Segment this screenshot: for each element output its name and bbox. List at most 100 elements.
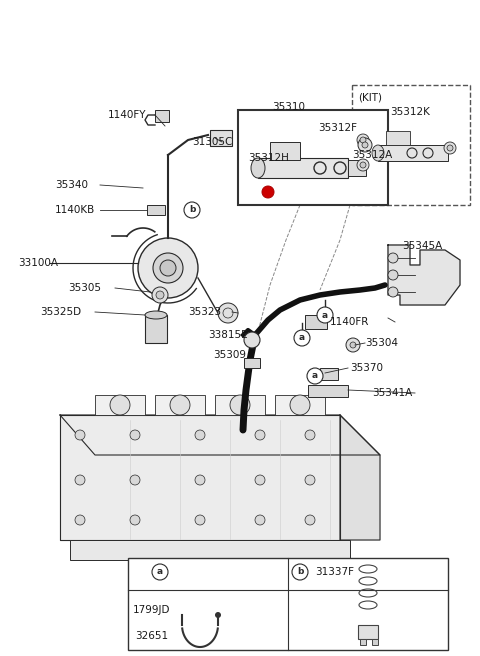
Circle shape — [444, 142, 456, 154]
Text: 35312K: 35312K — [390, 107, 430, 117]
Text: 1140KB: 1140KB — [55, 205, 95, 215]
Text: a: a — [312, 371, 318, 380]
Circle shape — [317, 307, 333, 323]
Circle shape — [215, 612, 221, 618]
Circle shape — [138, 238, 198, 298]
Circle shape — [184, 202, 200, 218]
Polygon shape — [340, 415, 380, 540]
Bar — [145, 315, 167, 343]
Bar — [215, 395, 265, 415]
Bar — [258, 158, 348, 178]
Bar — [348, 160, 366, 176]
Text: 35345A: 35345A — [402, 241, 442, 251]
Text: 35341A: 35341A — [372, 388, 412, 398]
Text: 33100A: 33100A — [18, 258, 58, 268]
Circle shape — [130, 475, 140, 485]
Circle shape — [388, 253, 398, 263]
Polygon shape — [60, 415, 380, 455]
Circle shape — [292, 564, 308, 580]
Bar — [308, 385, 348, 397]
Bar — [155, 110, 169, 122]
Text: 35340: 35340 — [55, 180, 88, 190]
Bar — [210, 130, 232, 146]
Circle shape — [305, 515, 315, 525]
Circle shape — [388, 270, 398, 280]
Bar — [378, 145, 448, 161]
Circle shape — [346, 338, 360, 352]
Text: a: a — [299, 333, 305, 342]
Circle shape — [152, 287, 168, 303]
Bar — [275, 395, 325, 415]
Circle shape — [362, 142, 368, 148]
Bar — [386, 131, 410, 145]
Circle shape — [357, 159, 369, 171]
Circle shape — [358, 138, 372, 152]
Text: 35309: 35309 — [213, 350, 246, 360]
Bar — [305, 315, 327, 329]
Bar — [358, 625, 378, 639]
Text: (KIT): (KIT) — [358, 92, 382, 102]
Circle shape — [75, 475, 85, 485]
Circle shape — [290, 395, 310, 415]
Text: 35310: 35310 — [272, 102, 305, 112]
Bar — [372, 639, 378, 645]
Bar — [320, 368, 338, 380]
Text: 35312H: 35312H — [248, 153, 289, 163]
Circle shape — [170, 395, 190, 415]
Circle shape — [305, 475, 315, 485]
Circle shape — [152, 564, 168, 580]
Text: 32651: 32651 — [135, 631, 168, 641]
Text: 35312A: 35312A — [352, 150, 392, 160]
Text: 1140FY: 1140FY — [108, 110, 146, 120]
Text: 35304: 35304 — [365, 338, 398, 348]
Circle shape — [255, 430, 265, 440]
Text: a: a — [322, 310, 328, 319]
Circle shape — [447, 145, 453, 151]
Text: b: b — [189, 205, 195, 215]
Circle shape — [110, 395, 130, 415]
Text: 31337F: 31337F — [315, 567, 354, 577]
Bar — [352, 85, 470, 205]
Circle shape — [360, 137, 366, 143]
Circle shape — [153, 253, 183, 283]
Circle shape — [350, 342, 356, 348]
Circle shape — [262, 186, 274, 198]
Circle shape — [156, 291, 164, 299]
Bar — [147, 205, 165, 215]
Circle shape — [357, 134, 369, 146]
Circle shape — [305, 430, 315, 440]
Text: 35325D: 35325D — [40, 307, 81, 317]
Circle shape — [218, 303, 238, 323]
Circle shape — [294, 330, 310, 346]
Circle shape — [244, 332, 260, 348]
Circle shape — [388, 287, 398, 297]
Bar — [238, 110, 388, 205]
Text: a: a — [157, 567, 163, 577]
Polygon shape — [60, 415, 340, 540]
Circle shape — [195, 430, 205, 440]
Text: 35312F: 35312F — [318, 123, 357, 133]
Text: 35323: 35323 — [188, 307, 221, 317]
Text: 1140FR: 1140FR — [330, 317, 370, 327]
Circle shape — [195, 515, 205, 525]
Circle shape — [160, 260, 176, 276]
Circle shape — [307, 368, 323, 384]
Circle shape — [255, 475, 265, 485]
Ellipse shape — [251, 158, 265, 178]
Circle shape — [195, 475, 205, 485]
Text: 35370: 35370 — [350, 363, 383, 373]
Circle shape — [130, 515, 140, 525]
Bar — [270, 142, 300, 160]
Bar — [128, 558, 448, 650]
Circle shape — [130, 430, 140, 440]
Ellipse shape — [145, 311, 167, 319]
Text: 31305C: 31305C — [192, 137, 232, 147]
Circle shape — [230, 395, 250, 415]
Text: 35305: 35305 — [68, 283, 101, 293]
Circle shape — [75, 515, 85, 525]
Bar — [95, 395, 145, 415]
Text: b: b — [297, 567, 303, 577]
Circle shape — [255, 515, 265, 525]
Circle shape — [360, 162, 366, 168]
Polygon shape — [388, 245, 460, 305]
